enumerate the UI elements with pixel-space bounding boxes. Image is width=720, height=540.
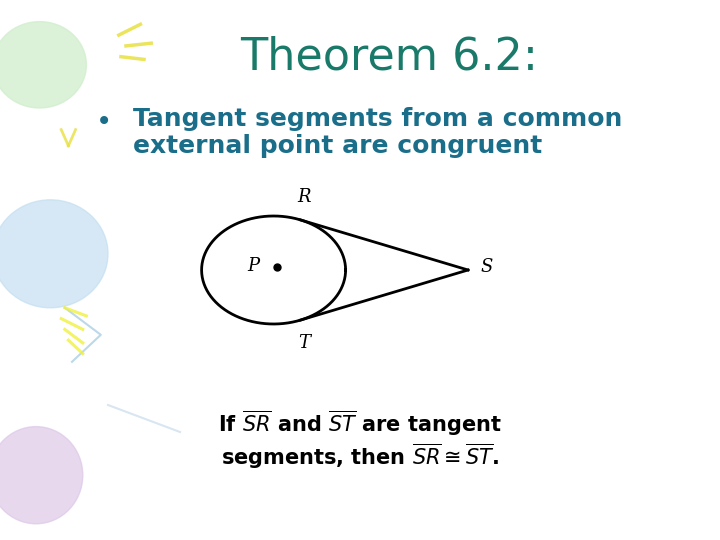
Text: R: R — [297, 188, 310, 206]
Ellipse shape — [0, 200, 108, 308]
Text: external point are congruent: external point are congruent — [133, 134, 542, 158]
Text: •: • — [96, 107, 112, 136]
Text: segments, then $\mathit{\overline{SR}} \cong \mathit{\overline{ST}}$.: segments, then $\mathit{\overline{SR}} \… — [221, 442, 499, 471]
Text: If $\mathit{\overline{SR}}$ and $\mathit{\overline{ST}}$ are tangent: If $\mathit{\overline{SR}}$ and $\mathit… — [218, 409, 502, 438]
Text: P: P — [247, 256, 259, 275]
Text: Tangent segments from a common: Tangent segments from a common — [133, 107, 623, 131]
Text: T: T — [298, 334, 310, 352]
Text: Theorem 6.2:: Theorem 6.2: — [240, 35, 538, 78]
Text: S: S — [481, 258, 493, 276]
Ellipse shape — [0, 427, 83, 524]
Ellipse shape — [0, 22, 86, 108]
